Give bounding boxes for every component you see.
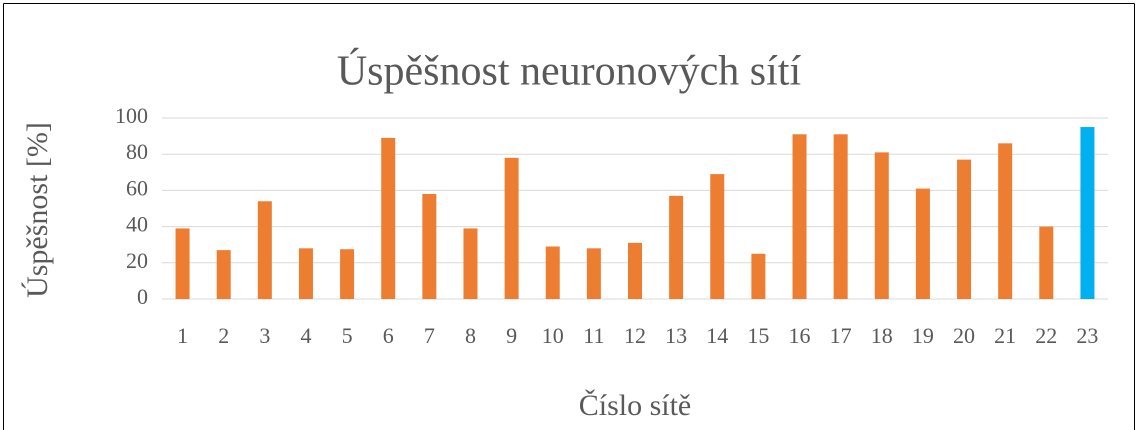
x-tick-label: 2 <box>218 323 229 348</box>
x-tick-label: 22 <box>1035 323 1057 348</box>
bar <box>216 250 231 299</box>
bar <box>463 228 478 299</box>
bar <box>586 248 601 299</box>
y-tick-label: 20 <box>126 248 148 273</box>
bar <box>340 249 355 299</box>
bar <box>504 157 519 299</box>
y-axis-label: Úspěšnost [%] <box>21 122 54 298</box>
bar <box>792 134 807 299</box>
x-tick-label: 19 <box>912 323 934 348</box>
y-tick-label: 0 <box>137 284 148 309</box>
bar <box>545 246 560 299</box>
x-tick-label: 3 <box>259 323 270 348</box>
x-tick-label: 11 <box>583 323 604 348</box>
bar <box>1080 127 1095 299</box>
x-tick-label: 13 <box>665 323 687 348</box>
x-tick-label: 18 <box>871 323 893 348</box>
y-tick-label: 40 <box>126 212 148 237</box>
bar <box>710 174 725 299</box>
bar <box>298 248 313 299</box>
y-tick-label: 100 <box>115 103 148 128</box>
bar <box>833 134 848 299</box>
bar <box>381 137 396 299</box>
bar <box>628 242 642 299</box>
x-tick-label: 1 <box>177 323 188 348</box>
chart-title: Úspěšnost neuronových sítí <box>337 48 802 95</box>
bar <box>957 159 972 299</box>
bar <box>998 143 1013 299</box>
x-tick-label: 15 <box>747 323 769 348</box>
x-tick-label: 12 <box>624 323 646 348</box>
x-tick-label: 10 <box>542 323 564 348</box>
bar <box>175 228 190 299</box>
x-tick-label: 7 <box>424 323 435 348</box>
bar <box>422 194 437 299</box>
bar <box>1039 226 1054 299</box>
x-tick-label: 5 <box>342 323 353 348</box>
bar <box>751 253 766 299</box>
x-tick-label: 4 <box>300 323 311 348</box>
y-tick-label: 80 <box>126 139 148 164</box>
x-tick-label: 23 <box>1076 323 1098 348</box>
bar <box>257 201 272 299</box>
x-axis-label: Číslo sítě <box>579 389 692 422</box>
bar <box>874 152 889 299</box>
y-tick-label: 60 <box>126 175 148 200</box>
x-tick-label: 20 <box>953 323 975 348</box>
x-tick-label: 8 <box>465 323 476 348</box>
x-tick-label: 6 <box>383 323 394 348</box>
x-tick-label: 16 <box>789 323 811 348</box>
x-tick-label: 14 <box>706 323 728 348</box>
bar <box>915 188 930 299</box>
x-tick-label: 17 <box>830 323 852 348</box>
bar <box>669 195 684 299</box>
x-tick-label: 9 <box>506 323 517 348</box>
x-tick-label: 21 <box>994 323 1016 348</box>
